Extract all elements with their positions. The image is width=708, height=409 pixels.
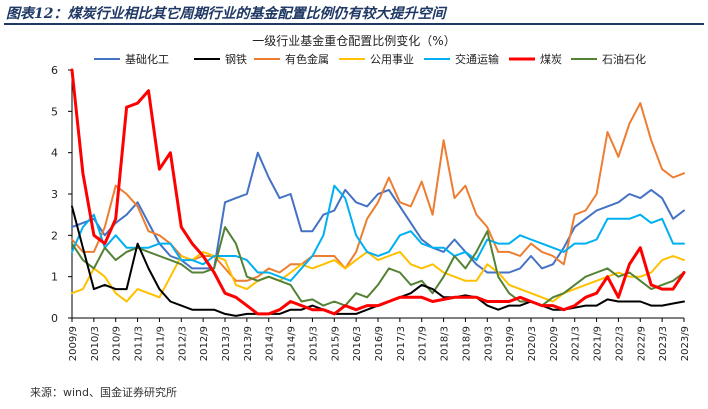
y-tick-label: 0	[51, 312, 58, 325]
chart-series	[70, 68, 686, 317]
x-tick-label: 2017/9	[418, 326, 429, 361]
x-tick-label: 2021/9	[593, 326, 604, 361]
x-tick-label: 2012/3	[177, 326, 188, 361]
x-tick-label: 2023/3	[658, 326, 669, 361]
x-tick-label: 2022/3	[614, 326, 625, 361]
y-tick-label: 4	[51, 147, 58, 160]
x-tick-label: 2011/3	[134, 326, 145, 361]
chart-legend: 基础化工 钢铁 有色金属 公用事业 交通运输 煤炭 石油石化	[94, 52, 646, 66]
x-tick-label: 2011/9	[155, 326, 166, 361]
y-tick-label: 1	[51, 271, 58, 284]
x-tick-label: 2013/9	[243, 326, 254, 361]
series-line-6	[71, 226, 685, 307]
x-tick-label: 2014/3	[265, 326, 276, 361]
x-tick-label: 2010/3	[90, 326, 101, 361]
legend-label: 钢铁	[225, 53, 247, 66]
legend-label: 公用事业	[370, 53, 414, 66]
x-tick-label: 2020/9	[549, 326, 560, 361]
series-line-4	[71, 184, 685, 282]
legend-label: 基础化工	[125, 52, 169, 66]
x-tick-label: 2022/9	[636, 326, 647, 361]
x-tick-label: 2014/9	[287, 326, 298, 361]
x-tick-label: 2018/3	[440, 326, 451, 361]
x-tick-label: 2016/3	[352, 326, 363, 361]
title-divider	[4, 23, 704, 25]
series-line-1	[71, 205, 685, 317]
x-tick-label: 2010/9	[112, 326, 123, 361]
x-tick-label: 2015/3	[308, 326, 319, 361]
x-tick-label: 2013/3	[221, 326, 232, 361]
series-line-3	[71, 250, 685, 303]
figure-title: 图表12：煤炭行业相比其它周期行业的基金配置比例仍有较大提升空间	[6, 6, 446, 22]
legend-label: 有色金属	[285, 52, 329, 66]
legend-label: 煤炭	[540, 53, 562, 66]
x-tick-label: 2015/9	[330, 326, 341, 361]
x-tick-label: 2019/9	[505, 326, 516, 361]
y-tick-label: 5	[51, 105, 58, 118]
legend-label: 石油石化	[602, 52, 646, 66]
x-tick-label: 2012/9	[199, 326, 210, 361]
series-line-0	[71, 151, 685, 274]
series-line-2	[71, 102, 685, 282]
x-tick-label: 2023/9	[680, 326, 691, 361]
x-tick-label: 2021/3	[571, 326, 582, 361]
chart-axes: 0 1 2 3 4 5 6 2009/9 2010/3 2010/9 2011/3 2011/9 201…	[51, 64, 691, 361]
x-tick-label: 2020/3	[527, 326, 538, 361]
series-line-5	[70, 68, 686, 316]
x-tick-label: 2017/3	[396, 326, 407, 361]
x-tick-label: 2009/9	[68, 326, 79, 361]
legend-label: 交通运输	[455, 52, 499, 66]
source-note: 来源：wind、国金证券研究所	[30, 386, 178, 399]
chart-title: 一级行业基金重仓配置比例变化（%）	[252, 34, 456, 48]
y-tick-label: 2	[51, 229, 58, 242]
x-tick-label: 2019/3	[483, 326, 494, 361]
x-tick-label: 2018/9	[461, 326, 472, 361]
y-tick-label: 3	[51, 188, 58, 201]
y-tick-label: 6	[51, 64, 58, 77]
x-tick-label: 2016/9	[374, 326, 385, 361]
